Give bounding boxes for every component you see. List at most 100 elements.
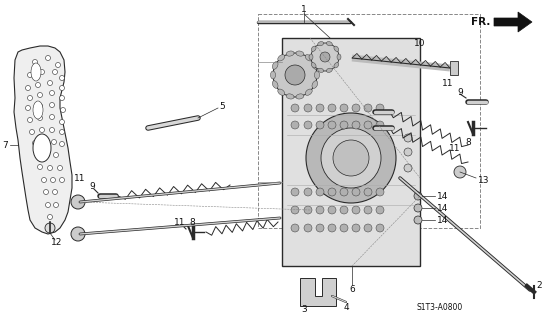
Circle shape (33, 60, 38, 65)
Circle shape (340, 224, 348, 232)
Circle shape (352, 224, 360, 232)
Circle shape (48, 214, 52, 220)
Circle shape (304, 224, 312, 232)
Text: 14: 14 (437, 215, 448, 225)
Circle shape (376, 188, 384, 196)
Circle shape (71, 227, 85, 241)
Ellipse shape (311, 62, 316, 68)
Circle shape (60, 76, 64, 81)
Ellipse shape (337, 54, 341, 60)
Ellipse shape (296, 51, 304, 56)
Circle shape (39, 127, 45, 132)
Text: 1: 1 (301, 4, 307, 13)
Polygon shape (300, 278, 336, 306)
Circle shape (364, 224, 372, 232)
Circle shape (304, 188, 312, 196)
Circle shape (50, 102, 55, 108)
Circle shape (352, 121, 360, 129)
Circle shape (29, 130, 34, 134)
Text: 2: 2 (536, 281, 542, 290)
Ellipse shape (312, 62, 318, 69)
Circle shape (50, 91, 55, 95)
Circle shape (414, 192, 422, 200)
Circle shape (60, 95, 64, 100)
Circle shape (33, 140, 38, 146)
Ellipse shape (33, 134, 51, 162)
Circle shape (57, 165, 62, 171)
Circle shape (352, 206, 360, 214)
Ellipse shape (314, 71, 319, 79)
Ellipse shape (311, 46, 316, 52)
Ellipse shape (270, 71, 276, 79)
Circle shape (352, 104, 360, 112)
Text: 4: 4 (343, 303, 349, 313)
Circle shape (60, 85, 64, 91)
Polygon shape (494, 12, 532, 32)
Ellipse shape (309, 54, 313, 60)
Bar (258, 14, 480, 228)
Circle shape (60, 178, 64, 182)
Circle shape (38, 103, 43, 108)
Circle shape (39, 69, 45, 75)
Circle shape (38, 164, 43, 170)
Circle shape (376, 121, 384, 129)
Ellipse shape (305, 55, 312, 61)
Circle shape (304, 206, 312, 214)
Ellipse shape (286, 51, 294, 56)
Circle shape (26, 106, 31, 110)
Ellipse shape (272, 62, 278, 69)
Circle shape (328, 188, 336, 196)
Text: 5: 5 (219, 101, 225, 110)
Circle shape (27, 73, 33, 77)
Circle shape (291, 104, 299, 112)
Text: S1T3-A0800: S1T3-A0800 (417, 303, 463, 313)
Circle shape (35, 153, 40, 157)
Circle shape (320, 52, 330, 62)
Ellipse shape (305, 89, 312, 95)
Circle shape (45, 203, 50, 207)
Circle shape (304, 121, 312, 129)
Circle shape (60, 130, 64, 134)
Circle shape (50, 115, 55, 119)
Text: 9: 9 (89, 181, 95, 190)
Text: 11: 11 (449, 143, 461, 153)
Circle shape (311, 43, 339, 71)
Text: FR.: FR. (471, 17, 490, 27)
Text: 11: 11 (442, 78, 454, 87)
Ellipse shape (31, 63, 41, 81)
Circle shape (44, 189, 49, 195)
Ellipse shape (278, 89, 285, 95)
Circle shape (352, 188, 360, 196)
Circle shape (414, 216, 422, 224)
Circle shape (321, 128, 381, 188)
Circle shape (333, 140, 369, 176)
Text: 11: 11 (74, 173, 86, 182)
Circle shape (54, 153, 58, 157)
Text: 11: 11 (174, 218, 186, 227)
Circle shape (316, 224, 324, 232)
Circle shape (376, 104, 384, 112)
Ellipse shape (272, 81, 278, 88)
Circle shape (48, 81, 52, 85)
Circle shape (27, 117, 33, 123)
Circle shape (52, 189, 57, 195)
Circle shape (306, 113, 396, 203)
Circle shape (364, 121, 372, 129)
Circle shape (52, 69, 57, 75)
Circle shape (404, 148, 412, 156)
Circle shape (38, 116, 43, 121)
Circle shape (50, 178, 56, 182)
Circle shape (54, 203, 58, 207)
Text: 14: 14 (437, 204, 448, 212)
Ellipse shape (286, 94, 294, 99)
Circle shape (340, 206, 348, 214)
Circle shape (71, 195, 85, 209)
Ellipse shape (318, 68, 324, 72)
Circle shape (35, 83, 40, 87)
Circle shape (328, 206, 336, 214)
Circle shape (291, 121, 299, 129)
Text: 7: 7 (2, 140, 8, 149)
Ellipse shape (327, 68, 333, 72)
Ellipse shape (334, 62, 339, 68)
Circle shape (26, 85, 31, 91)
